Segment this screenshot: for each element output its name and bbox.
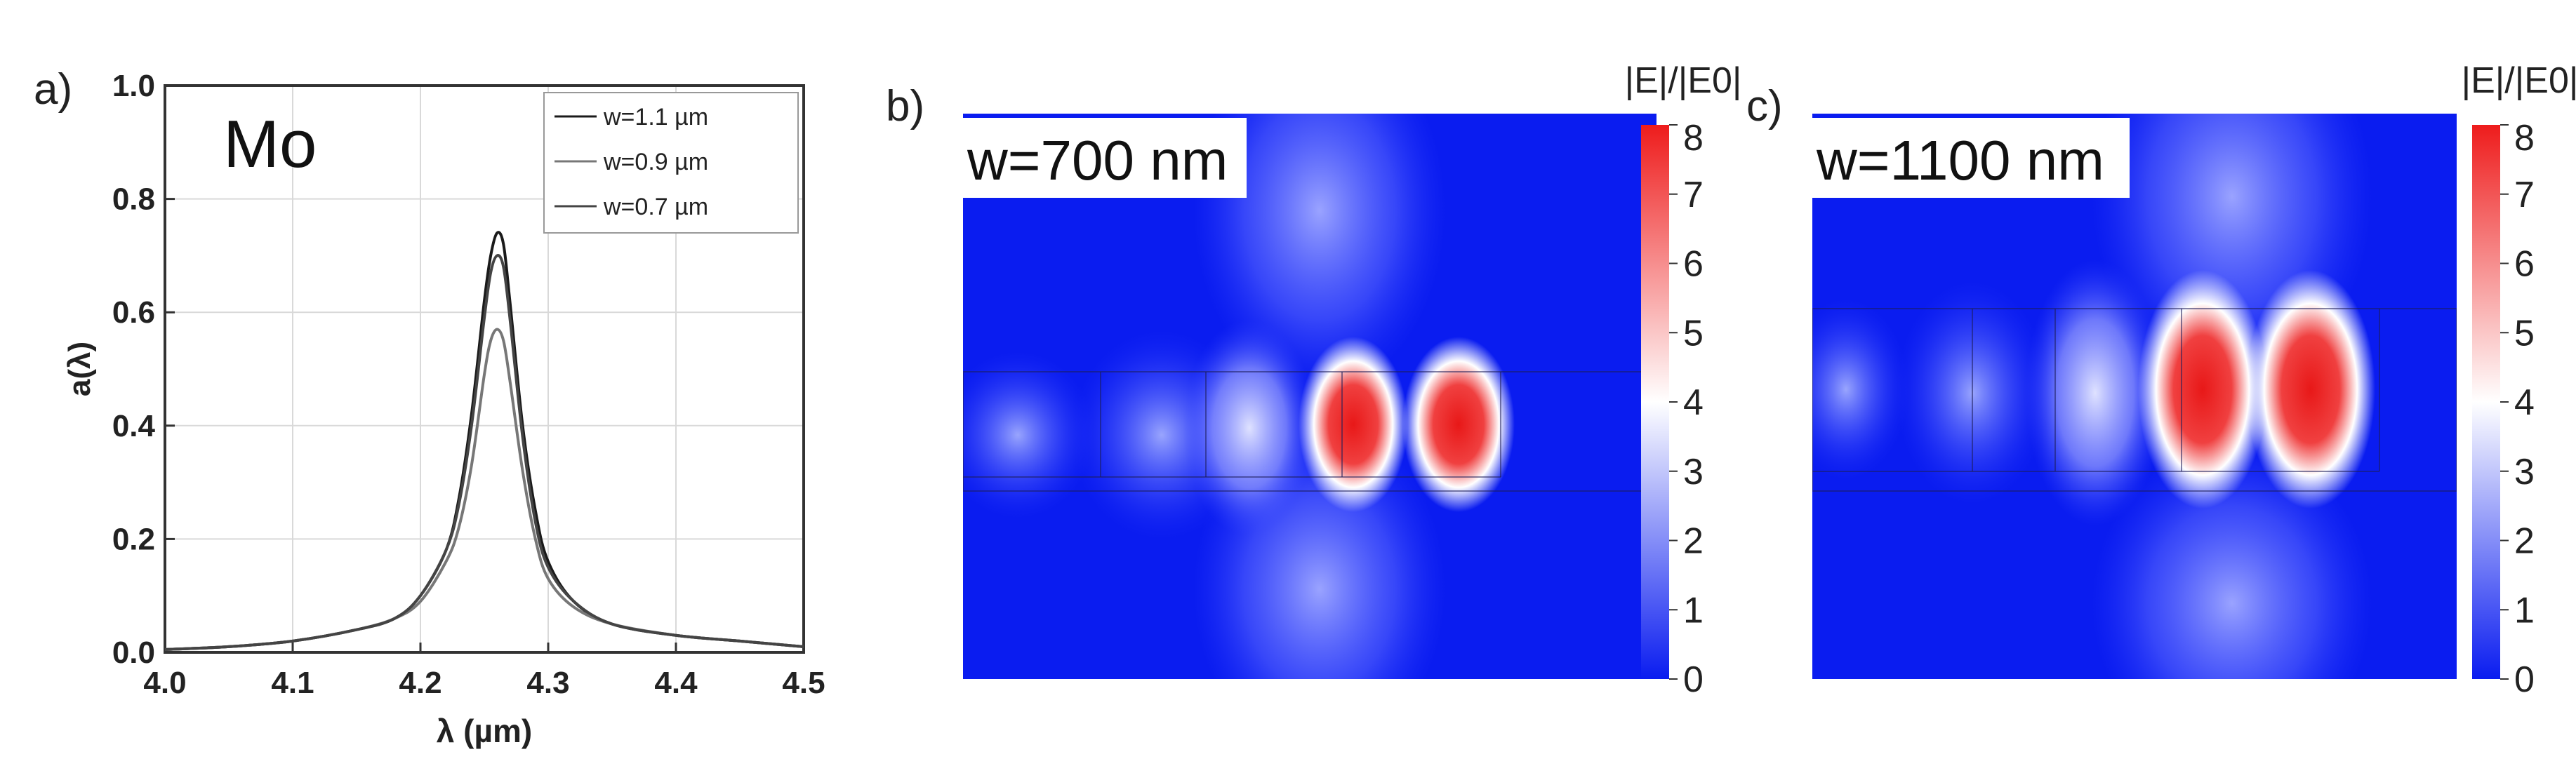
field-pale-lobe — [2025, 260, 2165, 526]
panel-b: b) |E|/|E0| w=700 nm 0 1 2 3 4 5 6 7 8 — [886, 60, 1742, 700]
panel-b-colorbar-ticks: 0 1 2 3 4 5 6 7 8 — [1669, 118, 1704, 700]
panel-a-series — [164, 231, 804, 651]
legend-label-1: w=1.1 µm — [603, 104, 708, 130]
y-tick-label: 0.2 — [112, 522, 155, 556]
legend-label-2: w=0.9 µm — [603, 149, 708, 175]
colorbar-tick-label: 5 — [1683, 313, 1704, 354]
panel-a: a) 4.0 4.1 4.2 4.3 4.4 4.50.00.20.40.60.81.0 … — [34, 65, 825, 749]
colorbar-tick-label: 4 — [2514, 382, 2535, 423]
panel-a-xlabel: λ (µm) — [437, 713, 532, 749]
series-line-1 — [164, 231, 804, 651]
x-tick-label: 4.2 — [399, 666, 441, 700]
panel-c-colorbar-ticks: 0 1 2 3 4 5 6 7 8 — [2500, 118, 2535, 700]
y-tick-label: 0.6 — [112, 295, 155, 330]
panel-b-annotation: w=700 nm — [967, 129, 1228, 192]
slab-outline — [963, 371, 1657, 492]
panel-c-annotation: w=1100 nm — [1816, 129, 2104, 192]
colorbar-tick-label: 3 — [2514, 452, 2535, 492]
colorbar-tick-label: 6 — [2514, 244, 2535, 285]
legend-label-3: w=0.7 µm — [603, 194, 708, 220]
colorbar-tick-label: 1 — [1683, 590, 1704, 631]
panel-a-plot-frame — [164, 84, 805, 654]
field-hotspot — [2138, 270, 2267, 509]
x-tick-label: 4.5 — [782, 666, 825, 700]
colorbar-tick-label: 5 — [2514, 313, 2535, 354]
panel-c: c) |E|/|E0| w=1100 nm 0 1 2 3 4 5 6 7 8 — [1746, 60, 2576, 700]
panel-c-heatmap — [1812, 114, 2457, 679]
field-hotspot — [1402, 337, 1515, 512]
x-tick-label: 4.3 — [526, 666, 569, 700]
x-tick-label: 4.0 — [143, 666, 186, 700]
colorbar-tick-label: 3 — [1683, 452, 1704, 492]
x-tick-label: 4.4 — [654, 666, 698, 700]
colorbar-tick-label: 8 — [2514, 118, 2535, 159]
panel-b-colorbar — [1641, 125, 1669, 679]
colorbar-tick-label: 2 — [2514, 521, 2535, 562]
panel-b-heatmap — [963, 114, 1657, 679]
colorbar-tick-label: 8 — [1683, 118, 1704, 159]
panel-c-colorbar — [2472, 125, 2500, 679]
panel-a-annotation: Mo — [223, 107, 317, 182]
field-pale-lobe — [1183, 319, 1316, 537]
colorbar-tick-label: 1 — [2514, 590, 2535, 631]
colorbar-tick-label: 4 — [1683, 382, 1704, 423]
colorbar-tick-label: 0 — [2514, 659, 2535, 700]
panel-a-label: a) — [34, 65, 72, 114]
colorbar-tick-label: 2 — [1683, 521, 1704, 562]
y-tick-label: 1.0 — [112, 69, 155, 103]
annotation-box — [963, 118, 1247, 198]
y-tick-label: 0.4 — [112, 409, 156, 443]
colorbar-tick-label: 7 — [1683, 175, 1704, 215]
slab-outline — [1812, 308, 2457, 492]
panel-c-title: |E|/|E0| — [2462, 60, 2576, 101]
colorbar-tick-label: 0 — [1683, 659, 1704, 700]
panel-c-label: c) — [1746, 82, 1783, 130]
y-tick-label: 0.8 — [112, 182, 155, 217]
series-line-2 — [164, 328, 804, 651]
series-line-3 — [164, 254, 804, 651]
annotation-box — [1812, 118, 2130, 198]
colorbar-tick-label: 6 — [1683, 244, 1704, 285]
y-tick-label: 0.0 — [112, 636, 155, 670]
field-hotspot — [1299, 337, 1408, 512]
panel-a-ticks: 4.0 4.1 4.2 4.3 4.4 4.5 0.0 0.2 0.4 0.6 0.8 1.0 — [112, 69, 825, 700]
panel-b-label: b) — [886, 82, 924, 130]
field-faint-lobe — [1812, 298, 1909, 481]
panel-b-title: |E|/|E0| — [1625, 60, 1742, 101]
panel-a-ylabel: a(λ) — [62, 342, 97, 396]
field-hotspot — [2246, 270, 2375, 509]
x-tick-label: 4.1 — [271, 666, 314, 700]
panel-a-legend: w=1.1 µm w=0.9 µm w=0.7 µm — [543, 92, 799, 234]
colorbar-tick-label: 7 — [2514, 175, 2535, 215]
